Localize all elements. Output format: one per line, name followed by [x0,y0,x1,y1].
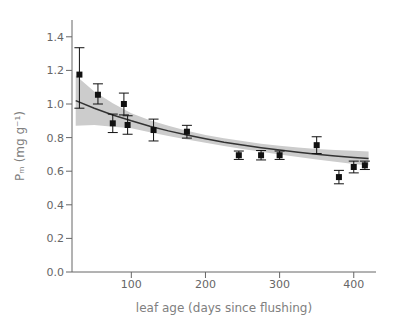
svg-text:200: 200 [195,278,216,291]
svg-text:0.6: 0.6 [47,165,65,178]
svg-text:Pₘ (mg g⁻¹): Pₘ (mg g⁻¹) [13,111,27,181]
svg-text:1.0: 1.0 [47,98,65,111]
svg-text:1.4: 1.4 [47,31,65,44]
svg-text:0.2: 0.2 [47,232,65,245]
svg-text:400: 400 [343,278,364,291]
svg-text:300: 300 [269,278,290,291]
svg-text:100: 100 [121,278,142,291]
svg-text:leaf age (days since flushing): leaf age (days since flushing) [136,301,312,315]
svg-text:0.8: 0.8 [47,132,65,145]
svg-text:1.2: 1.2 [47,64,65,77]
svg-text:0.0: 0.0 [47,266,65,279]
svg-text:0.4: 0.4 [47,199,65,212]
